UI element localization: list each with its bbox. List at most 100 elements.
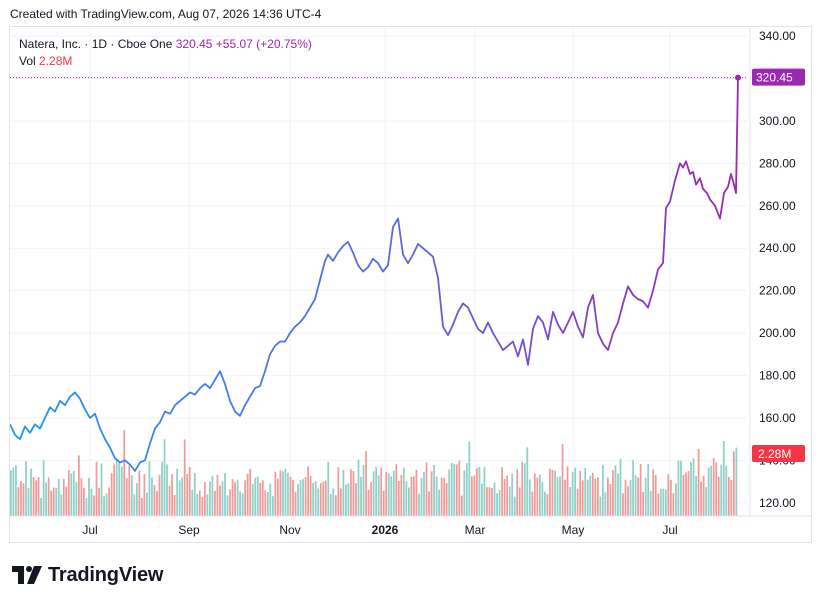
volume-bar [566, 466, 569, 516]
x-tick-label: Jul [662, 523, 677, 537]
volume-bar [697, 448, 700, 516]
volume-bar [289, 476, 292, 516]
volume-bar [591, 472, 594, 516]
volume-bar [78, 455, 80, 516]
x-tick-label: Nov [279, 523, 300, 537]
volume-bar [216, 474, 219, 516]
volume-bar [503, 478, 506, 516]
volume-bar [408, 487, 410, 516]
volume-bar [146, 492, 148, 516]
volume-bar [287, 472, 289, 516]
volume-bar [725, 465, 728, 516]
volume-bar [42, 460, 45, 516]
tradingview-brand[interactable]: TradingView [12, 563, 163, 587]
volume-bar [294, 491, 297, 516]
volume-bar [569, 486, 571, 516]
volume-bar [458, 460, 461, 516]
volume-bar [720, 464, 723, 516]
volume-bar [83, 487, 85, 516]
volume-bar [430, 471, 433, 516]
volume-bar [224, 473, 226, 516]
volume-bar [25, 461, 27, 516]
volume-bar [528, 479, 531, 516]
volume-bar [360, 477, 362, 516]
volume-bar [634, 475, 637, 516]
volume-bar [735, 447, 738, 516]
volume-bar [62, 478, 65, 516]
volume-bar [140, 498, 143, 516]
volume-bar [536, 477, 539, 516]
volume-bar [309, 475, 312, 516]
volume-bar [166, 464, 168, 516]
volume-bar [413, 476, 415, 516]
volume-bar [722, 441, 725, 516]
volume-bar [387, 473, 390, 516]
volume-bar [521, 461, 524, 516]
volume-bar [659, 488, 662, 516]
volume-bar [476, 468, 478, 516]
volume-bar [138, 470, 141, 516]
volume-bar [438, 489, 440, 516]
volume-bar [304, 477, 307, 516]
volume-bar [685, 472, 687, 516]
volume-bar [385, 471, 388, 516]
volume-bar [15, 465, 17, 516]
volume-bar [627, 486, 629, 516]
volume-bar [201, 496, 204, 516]
volume-bar [395, 464, 398, 516]
volume-bar [314, 481, 317, 516]
volume-bar [549, 468, 551, 516]
volume-bar [576, 488, 579, 516]
volume-bar [513, 496, 516, 516]
y-tick-label: 340.00 [759, 29, 796, 43]
volume-bar [594, 478, 597, 516]
volume-bar [65, 486, 68, 516]
volume-bar [156, 491, 158, 516]
volume-bar [302, 479, 304, 516]
volume-bar [251, 484, 254, 516]
volume-bar [453, 463, 456, 516]
volume-bar [632, 460, 634, 516]
volume-bar [176, 468, 179, 516]
x-tick-label: Jul [82, 523, 97, 537]
volume-bar [75, 482, 78, 516]
volume-bar [45, 482, 48, 516]
volume-bar [319, 483, 322, 516]
volume-bar [355, 483, 357, 516]
volume-bar [705, 487, 708, 516]
volume-bar [539, 474, 541, 516]
volume-bar [423, 471, 425, 516]
volume-bar [133, 494, 136, 516]
volume-bar [342, 469, 345, 516]
volume-bar [206, 494, 209, 516]
volume-bar [10, 470, 12, 516]
volume-bar [712, 458, 715, 516]
volume-bar [241, 493, 244, 516]
volume-bar [193, 473, 196, 516]
volume-bar [339, 488, 342, 516]
volume-bar [727, 477, 730, 516]
tradingview-logo-icon [12, 566, 42, 584]
volume-bar [463, 470, 466, 516]
volume-bar [478, 467, 481, 516]
volume-bar [57, 478, 60, 516]
volume-bar [188, 467, 191, 516]
volume-bar [541, 481, 544, 516]
y-tick-label: 220.00 [759, 284, 796, 298]
volume-bar [554, 470, 556, 516]
volume-bar [130, 475, 133, 516]
volume-bar [450, 462, 453, 516]
volume-bar [700, 481, 702, 516]
volume-bar [203, 482, 206, 516]
volume-bar [60, 494, 63, 516]
volume-label: 2.28M [758, 447, 791, 461]
volume-bar [649, 491, 652, 516]
y-tick-label: 120.00 [759, 496, 796, 510]
volume-bar [226, 495, 229, 516]
volume-bar [667, 474, 670, 516]
volume-bar [269, 483, 272, 516]
volume-bars [10, 430, 738, 516]
volume-bar [498, 490, 501, 516]
volume-bar [629, 480, 632, 516]
